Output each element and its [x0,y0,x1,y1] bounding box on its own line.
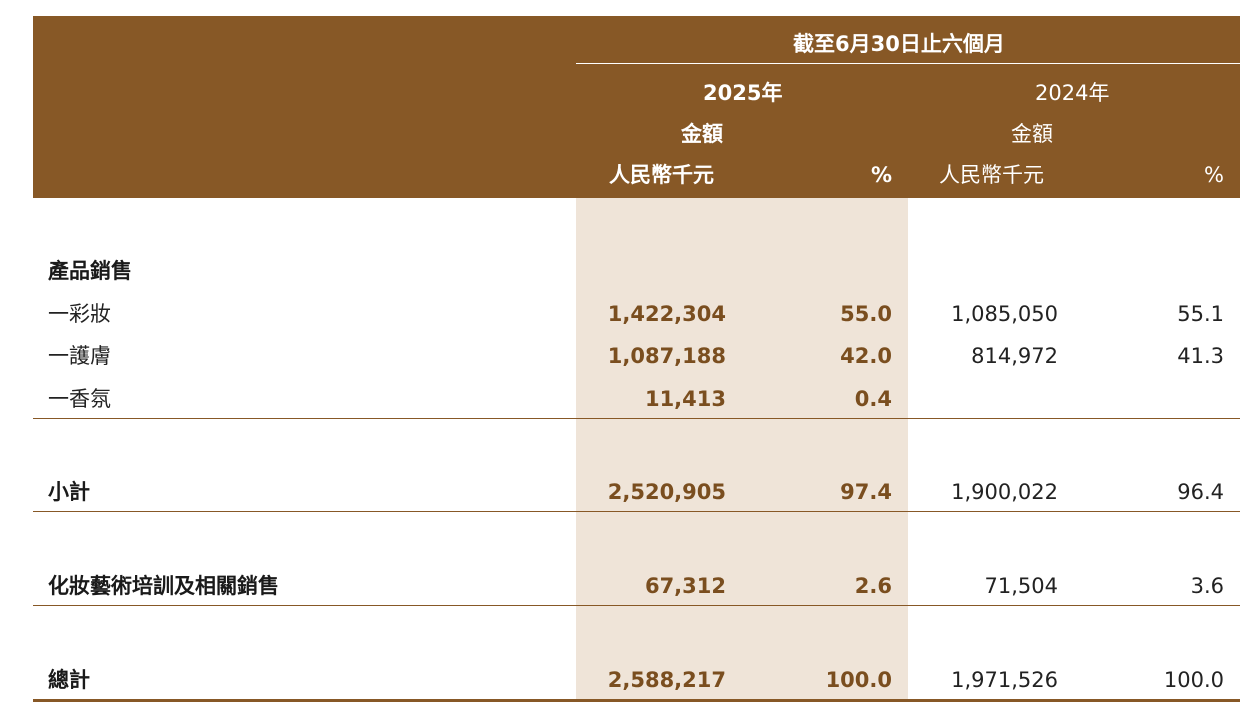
skincare-pct-2025: 42.0 [840,344,892,368]
header-divider [576,63,1240,64]
row-label-subtotal: 小計 [48,480,90,504]
subtotal-amount-2025: 2,520,905 [607,480,726,504]
row-label-training-sales: 化妝藝術培訓及相關銷售 [48,574,279,598]
row-divider [33,605,1240,606]
fragrance-pct-2025: 0.4 [854,387,892,411]
subtotal-amount-2024: 1,900,022 [951,480,1058,504]
total-amount-2025: 2,588,217 [607,668,726,692]
skincare-pct-2024: 41.3 [1177,344,1224,368]
year-current-heading: 2025年 [703,81,783,105]
row-label-total: 總計 [48,668,90,692]
subtotal-pct-2024: 96.4 [1177,480,1224,504]
skincare-amount-2025: 1,087,188 [607,344,726,368]
makeup-pct-2024: 55.1 [1177,302,1224,326]
makeup-pct-2025: 55.0 [840,302,892,326]
makeup-amount-2025: 1,422,304 [607,302,726,326]
total-pct-2025: 100.0 [825,668,892,692]
row-label-fragrance: 一香氛 [48,387,111,411]
row-label-makeup: 一彩妝 [48,302,111,326]
row-divider [33,511,1240,512]
training-pct-2024: 3.6 [1190,574,1224,598]
current-year-highlight-column [576,198,908,699]
pct-prior-heading: % [1204,163,1224,187]
table-header [33,16,1240,198]
fragrance-amount-2025: 11,413 [644,387,726,411]
unit-current-heading: 人民幣千元 [609,163,714,187]
table-bottom-rule [33,699,1240,702]
subtotal-pct-2025: 97.4 [840,480,892,504]
pct-current-heading: % [870,163,892,187]
year-prior-heading: 2024年 [1035,81,1110,105]
amount-prior-heading: 金額 [1011,122,1053,146]
row-label-skincare: 一護膚 [48,344,111,368]
amount-current-heading: 金額 [681,122,723,146]
training-amount-2024: 71,504 [984,574,1058,598]
period-heading: 截至6月30日止六個月 [793,32,1005,56]
row-divider [33,418,1240,419]
total-amount-2024: 1,971,526 [951,668,1058,692]
unit-prior-heading: 人民幣千元 [939,163,1044,187]
makeup-amount-2024: 1,085,050 [951,302,1058,326]
row-label-product-sales: 產品銷售 [48,259,132,283]
skincare-amount-2024: 814,972 [971,344,1058,368]
training-amount-2025: 67,312 [644,574,726,598]
training-pct-2025: 2.6 [854,574,892,598]
total-pct-2024: 100.0 [1163,668,1224,692]
